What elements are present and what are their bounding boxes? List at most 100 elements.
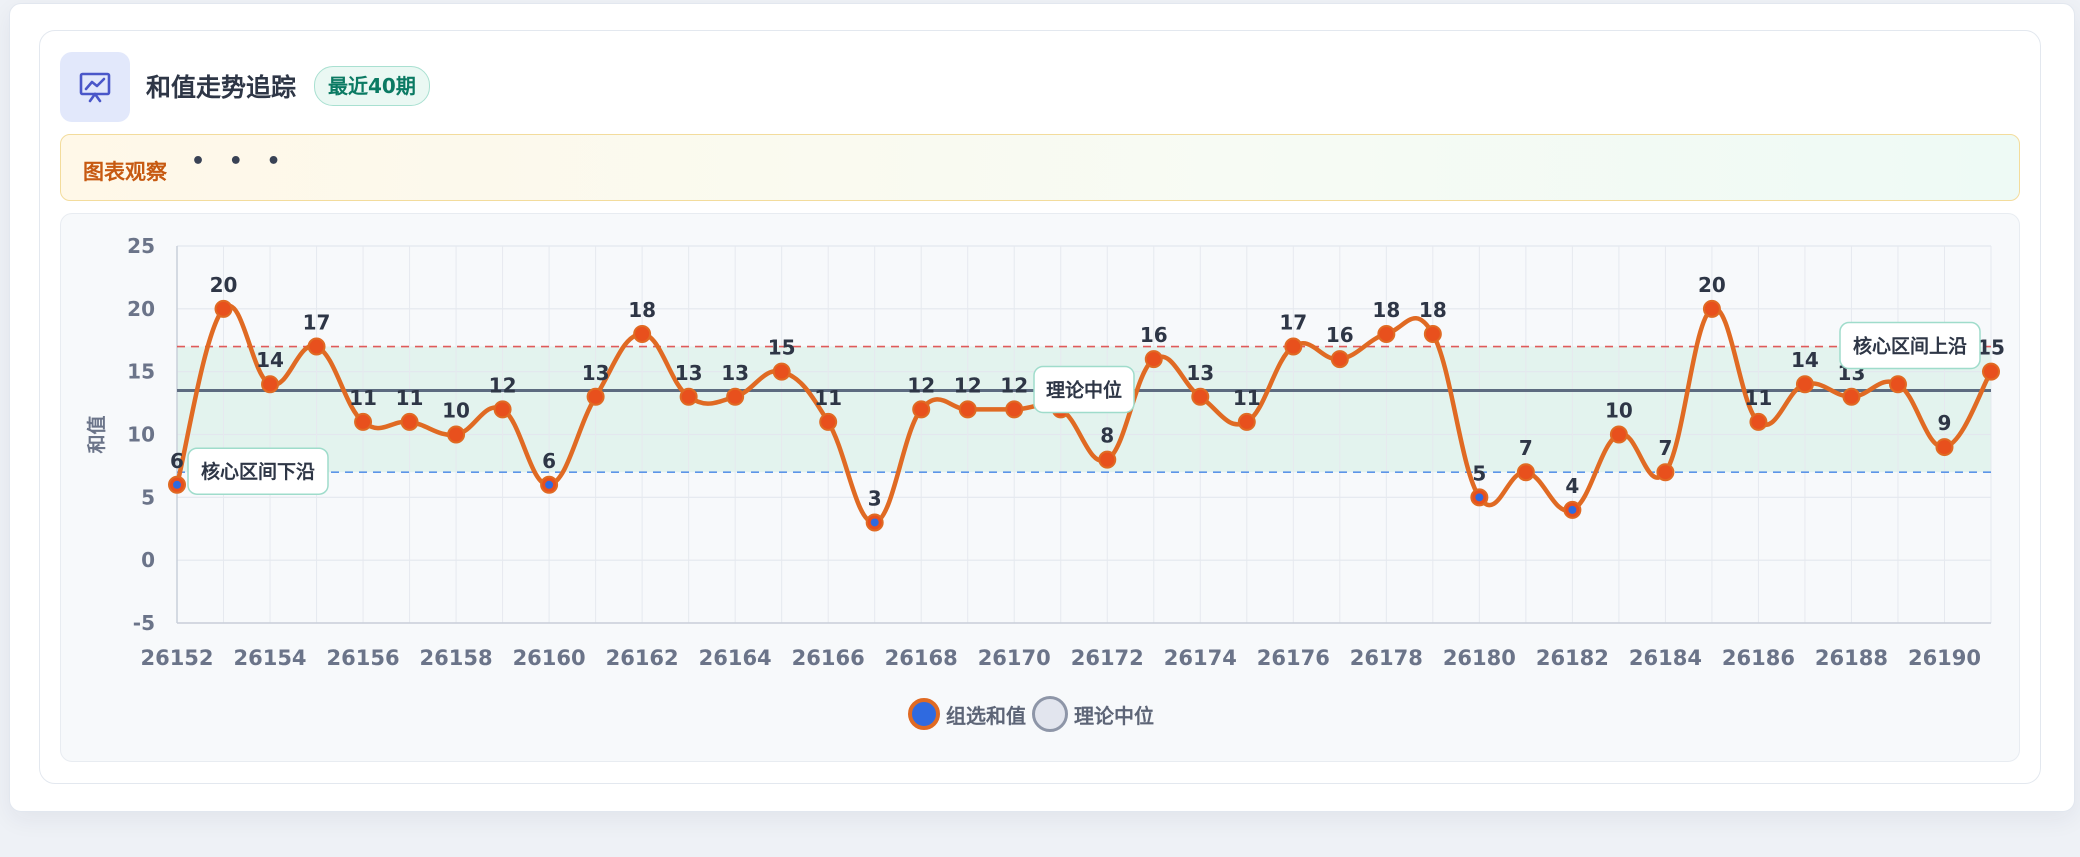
data-label: 17 bbox=[303, 311, 331, 335]
legend-swatch-median bbox=[1032, 696, 1068, 732]
x-tick-label: 26164 bbox=[699, 646, 772, 670]
data-point bbox=[1237, 412, 1256, 431]
x-tick-label: 26178 bbox=[1350, 646, 1423, 670]
data-label: 14 bbox=[1791, 348, 1819, 372]
data-label: 3 bbox=[868, 486, 882, 510]
data-label: 13 bbox=[1186, 361, 1214, 385]
data-label: 15 bbox=[1977, 336, 2005, 360]
data-point bbox=[1795, 375, 1814, 394]
more-dots-icon[interactable]: • • • bbox=[191, 149, 289, 174]
data-label: 13 bbox=[582, 361, 610, 385]
data-label: 10 bbox=[1605, 399, 1633, 423]
x-tick-label: 26160 bbox=[513, 646, 586, 670]
y-tick-label: 0 bbox=[141, 548, 155, 572]
data-point bbox=[586, 387, 605, 406]
data-label: 8 bbox=[1100, 424, 1114, 448]
y-tick-label: -5 bbox=[133, 611, 155, 635]
data-label: 7 bbox=[1658, 436, 1672, 460]
x-tick-label: 26156 bbox=[327, 646, 400, 670]
data-point bbox=[1935, 438, 1954, 457]
x-tick-label: 26166 bbox=[792, 646, 865, 670]
data-label: 11 bbox=[349, 386, 377, 410]
y-axis-label: 和值 bbox=[85, 415, 108, 453]
data-point bbox=[1144, 350, 1163, 369]
data-point bbox=[1749, 412, 1768, 431]
x-tick-label: 26180 bbox=[1443, 646, 1516, 670]
data-label: 12 bbox=[1000, 373, 1028, 397]
data-label: 9 bbox=[1938, 411, 1952, 435]
data-label: 16 bbox=[1326, 323, 1354, 347]
x-tick-label: 26162 bbox=[606, 646, 679, 670]
data-label: 18 bbox=[1419, 298, 1447, 322]
chart-title: 和值走势追踪 bbox=[146, 73, 297, 102]
data-label: 16 bbox=[1140, 323, 1168, 347]
data-point bbox=[1982, 362, 2000, 381]
data-point bbox=[354, 412, 373, 431]
data-point bbox=[772, 362, 791, 381]
data-point-marker bbox=[1568, 505, 1577, 514]
data-point bbox=[1284, 337, 1303, 356]
data-label: 11 bbox=[396, 386, 424, 410]
data-label: 6 bbox=[542, 449, 556, 473]
data-point bbox=[493, 400, 512, 419]
data-point bbox=[1191, 387, 1210, 406]
data-label: 20 bbox=[210, 273, 238, 297]
y-tick-label: 15 bbox=[127, 360, 155, 384]
data-point bbox=[447, 425, 466, 444]
data-point bbox=[1888, 375, 1907, 394]
x-tick-label: 26168 bbox=[885, 646, 958, 670]
data-point bbox=[1423, 324, 1442, 343]
data-label: 11 bbox=[1745, 386, 1773, 410]
data-label: 18 bbox=[1372, 298, 1400, 322]
data-label: 13 bbox=[675, 361, 703, 385]
observation-label: 图表观察 bbox=[83, 160, 167, 184]
legend-label-median: 理论中位 bbox=[1074, 703, 1154, 728]
lower-bound-label-text: 核心区间下沿 bbox=[201, 460, 315, 483]
data-point-marker bbox=[1475, 493, 1484, 502]
data-label: 11 bbox=[814, 386, 842, 410]
y-tick-label: 5 bbox=[141, 485, 155, 509]
data-point bbox=[1330, 350, 1349, 369]
x-tick-label: 26182 bbox=[1536, 646, 1609, 670]
data-point-marker bbox=[173, 480, 181, 489]
x-tick-label: 26174 bbox=[1164, 646, 1237, 670]
y-tick-label: 10 bbox=[127, 423, 155, 447]
x-tick-label: 26186 bbox=[1722, 646, 1795, 670]
data-label: 11 bbox=[1233, 386, 1261, 410]
data-label: 20 bbox=[1698, 273, 1726, 297]
data-point bbox=[1702, 299, 1721, 318]
data-label: 15 bbox=[768, 336, 796, 360]
data-label: 17 bbox=[1279, 311, 1307, 335]
data-point bbox=[1005, 400, 1024, 419]
data-point bbox=[912, 400, 931, 419]
presentation-chart-icon bbox=[60, 52, 130, 122]
data-label: 7 bbox=[1519, 436, 1533, 460]
data-point bbox=[679, 387, 698, 406]
y-tick-label: 20 bbox=[127, 297, 155, 321]
data-point bbox=[1516, 463, 1535, 482]
legend-label-main: 组选和值 bbox=[946, 703, 1026, 728]
data-point-marker bbox=[870, 518, 879, 527]
legend-item-median[interactable]: 理论中位 bbox=[1032, 696, 1154, 732]
data-label: 10 bbox=[442, 399, 470, 423]
legend-item-main[interactable]: 组选和值 bbox=[908, 698, 1026, 730]
data-point bbox=[633, 324, 652, 343]
data-point bbox=[1609, 425, 1628, 444]
upper-bound-label-text: 核心区间上沿 bbox=[1853, 335, 1967, 358]
data-point bbox=[214, 299, 233, 318]
data-point bbox=[307, 337, 326, 356]
median-label-box bbox=[1033, 365, 1135, 414]
data-label: 12 bbox=[489, 373, 517, 397]
data-label: 4 bbox=[1565, 474, 1579, 498]
x-tick-label: 26152 bbox=[140, 646, 213, 670]
data-label: 12 bbox=[954, 373, 982, 397]
data-point bbox=[958, 400, 977, 419]
data-label: 13 bbox=[721, 361, 749, 385]
data-label: 14 bbox=[256, 348, 284, 372]
data-point bbox=[1098, 450, 1117, 469]
data-point bbox=[1842, 387, 1861, 406]
period-badge: 最近40期 bbox=[314, 66, 430, 106]
x-tick-label: 26188 bbox=[1815, 646, 1888, 670]
data-point bbox=[726, 387, 745, 406]
observation-bar[interactable]: 图表观察 • • • bbox=[60, 134, 2020, 201]
